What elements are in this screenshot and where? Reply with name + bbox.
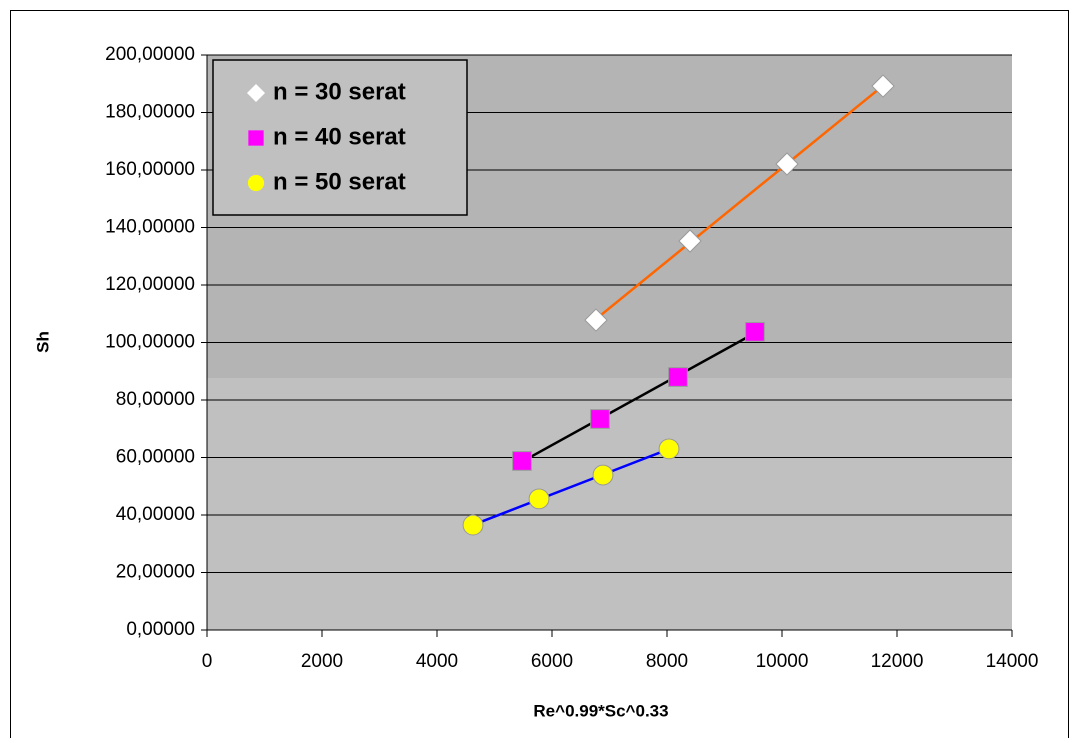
y-tick-label: 120,00000: [105, 274, 195, 295]
y-tick-label: 20,00000: [116, 562, 195, 583]
legend-label: n = 50 serat: [273, 168, 406, 195]
y-tick-label: 180,00000: [105, 102, 195, 123]
y-tick-label: 140,00000: [105, 217, 195, 238]
y-tick-label: 100,00000: [105, 332, 195, 353]
y-tick-label: 160,00000: [105, 159, 195, 180]
legend-label: n = 30 serat: [273, 78, 406, 105]
legend-marker: [248, 175, 264, 191]
marker: [513, 452, 532, 471]
marker: [746, 323, 765, 342]
legend-marker: [248, 130, 263, 145]
y-tick-label: 40,00000: [116, 504, 195, 525]
x-tick-label: 8000: [646, 651, 688, 672]
marker: [659, 439, 679, 459]
legend-label: n = 40 serat: [273, 123, 406, 150]
marker: [463, 515, 483, 535]
x-tick-label: 14000: [986, 651, 1039, 672]
x-tick-label: 12000: [871, 651, 924, 672]
x-tick-label: 6000: [531, 651, 573, 672]
page: Sh Re^0.99*Sc^0.33 0,00000 20,00000 40,000…: [0, 0, 1079, 743]
y-axis-label: Sh: [33, 331, 52, 353]
y-tick-label: 60,00000: [116, 447, 195, 468]
y-tick-label: 0,00000: [126, 619, 195, 640]
chart: Sh Re^0.99*Sc^0.33 0,00000 20,00000 40,000…: [0, 0, 1079, 738]
marker: [669, 368, 688, 387]
marker: [593, 465, 613, 485]
x-tick-label: 0: [202, 651, 213, 672]
x-axis-label: Re^0.99*Sc^0.33: [533, 701, 668, 720]
marker: [529, 489, 549, 509]
y-tick-label: 80,00000: [116, 389, 195, 410]
x-tick-label: 4000: [416, 651, 458, 672]
x-tick-label: 2000: [301, 651, 343, 672]
y-tick-label: 200,00000: [105, 44, 195, 65]
x-tick-label: 10000: [756, 651, 809, 672]
marker: [591, 410, 610, 429]
